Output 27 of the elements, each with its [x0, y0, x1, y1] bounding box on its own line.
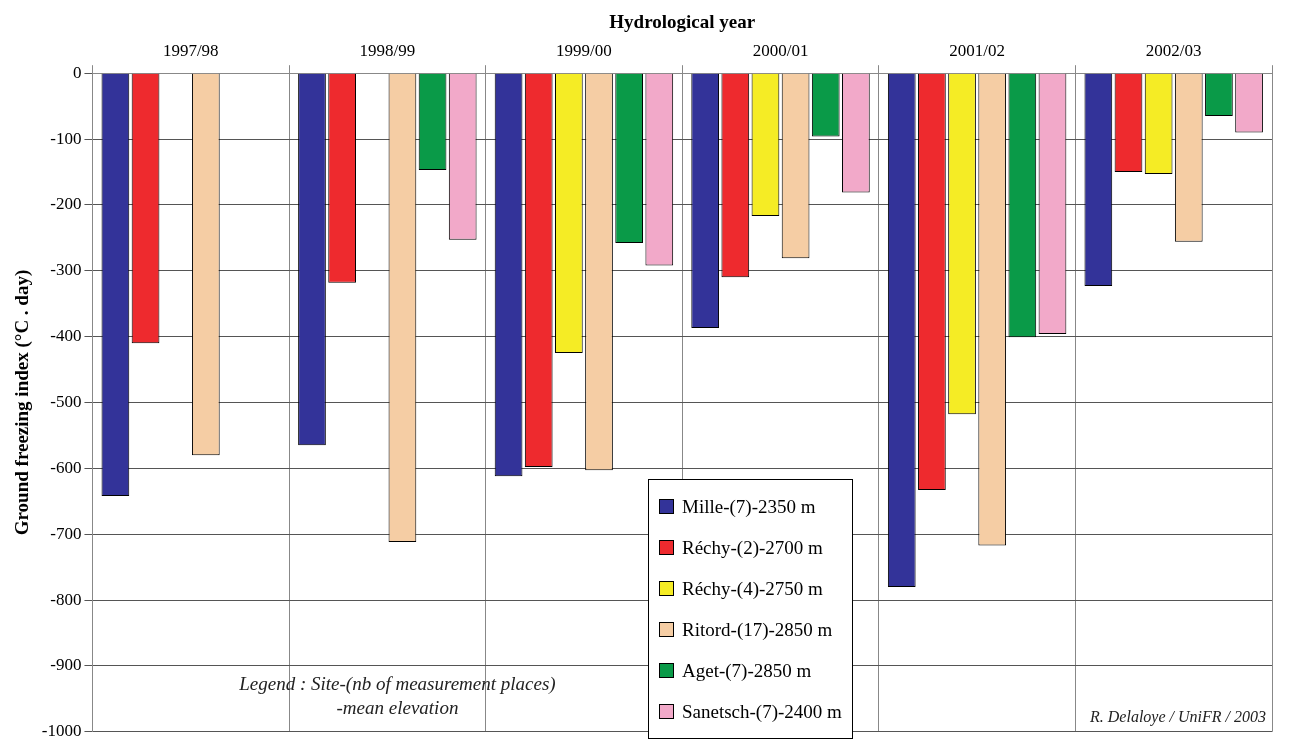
y-tick-label: -300	[50, 260, 82, 280]
y-tick-label: -500	[50, 391, 82, 411]
y-tick-label: 0	[72, 62, 82, 82]
legend-label: Réchy-(2)-2700 m	[682, 536, 823, 559]
y-tick-label: -200	[50, 194, 82, 214]
x-tick-label: 2002/03	[1145, 41, 1202, 61]
y-tick-label: -1000	[41, 721, 82, 741]
y-tick-label: -700	[50, 523, 82, 543]
y-tick-label: -600	[50, 457, 82, 477]
x-tick-label: 2000/01	[752, 41, 809, 61]
x-tick-label: 2001/02	[949, 41, 1005, 61]
x-tick-label: 1999/00	[556, 41, 612, 61]
x-tick-label: 1997/98	[162, 41, 219, 61]
y-axis-title: Ground freezing index (°C . day)	[11, 269, 34, 536]
y-tick-label: -100	[50, 128, 82, 148]
y-tick-label: -800	[50, 589, 82, 609]
y-tick-label: -400	[50, 326, 82, 346]
legend-label: Sanetsch-(7)-2400 m	[682, 700, 842, 723]
annotation: Legend : Site-(nb of measurement places) -mean elevation	[238, 672, 556, 718]
y-tick-label: -900	[50, 655, 82, 675]
annotation: R. Delaloye / UniFR / 2003	[1089, 707, 1266, 726]
x-tick-label: 1998/99	[359, 41, 416, 61]
x-axis-title: Hydrological year	[609, 11, 756, 33]
legend-label: Ritord-(17)-2850 m	[682, 618, 833, 641]
legend-label: Aget-(7)-2850 m	[682, 659, 812, 682]
legend-label: Réchy-(4)-2750 m	[682, 577, 823, 600]
legend-label: Mille-(7)-2350 m	[682, 495, 816, 518]
